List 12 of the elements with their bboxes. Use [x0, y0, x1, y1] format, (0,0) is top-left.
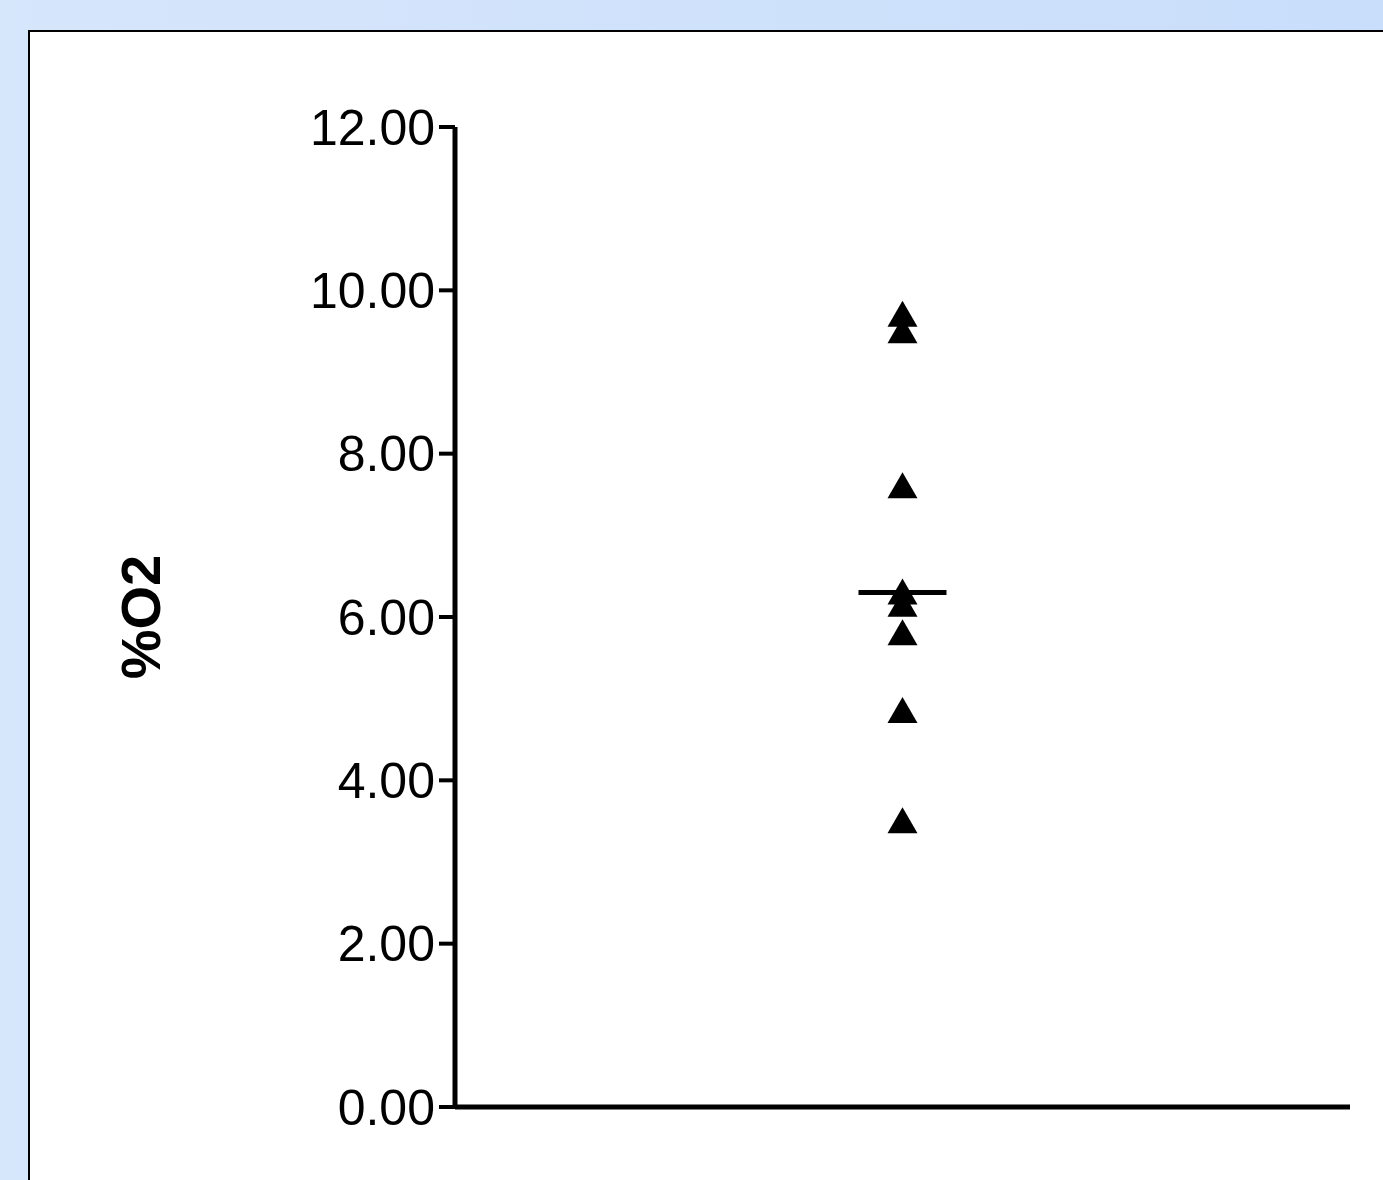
y-tick-label: 2.00 — [337, 916, 435, 973]
y-axis-title: %O2 — [108, 554, 172, 680]
y-tick-label: 6.00 — [337, 589, 435, 646]
y-tick-label: 0.00 — [337, 1079, 435, 1136]
point — [887, 472, 918, 499]
y-tick-label: 4.00 — [337, 752, 435, 809]
point — [887, 619, 918, 646]
y-tick-label: 10.00 — [309, 262, 435, 319]
point — [887, 807, 918, 834]
y-tick-label: 8.00 — [337, 426, 435, 483]
point — [887, 696, 918, 723]
y-tick-label: 12.00 — [309, 99, 435, 156]
